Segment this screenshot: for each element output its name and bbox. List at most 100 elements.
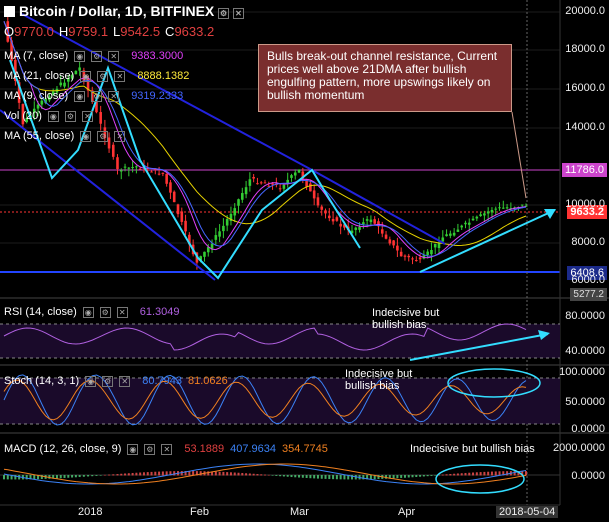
candle-body <box>161 172 165 174</box>
macd-value-2: 407.9634 <box>230 443 277 455</box>
x-label-current-date: 2018-05-04 <box>496 506 559 518</box>
macd-settings-icon[interactable]: ⚙ <box>144 443 156 455</box>
rsi-visibility-icon[interactable]: ◉ <box>82 306 94 318</box>
indicator-close-icon[interactable]: ✕ <box>114 130 126 142</box>
macd-hist-bar <box>525 471 527 476</box>
macd-hist-bar <box>472 472 475 476</box>
macd-hist-bar <box>475 472 478 476</box>
indicator-row: MA (21, close) ◉ ⚙ ✕ 8888.1382 <box>4 70 189 82</box>
macd-close-icon[interactable]: ✕ <box>161 443 173 455</box>
macd-hist-bar <box>328 475 331 480</box>
x-label-feb: Feb <box>190 506 209 518</box>
candle-body <box>123 166 127 168</box>
macd-hist-bar <box>127 473 130 476</box>
stoch-highlight-ellipse <box>447 368 541 398</box>
macd-hist-bar <box>218 471 221 476</box>
indicator-close-icon[interactable]: ✕ <box>81 110 93 122</box>
candle-body <box>475 216 479 219</box>
macd-hist-bar <box>188 471 191 476</box>
candle-body <box>225 219 229 226</box>
indicator-settings-icon[interactable]: ⚙ <box>64 110 76 122</box>
ma7-line <box>3 21 527 259</box>
candle-body <box>328 215 331 219</box>
macd-hist-bar <box>25 475 28 480</box>
indicator-visibility-icon[interactable]: ◉ <box>80 130 92 142</box>
candle-body <box>203 251 206 257</box>
candle-body <box>278 188 282 190</box>
candle-body <box>146 169 150 171</box>
macd-hist-bar <box>260 474 263 476</box>
ohlc-key: L <box>113 24 121 39</box>
rsi-settings-icon[interactable]: ⚙ <box>99 306 111 318</box>
candle-body <box>99 112 102 124</box>
candle-body <box>210 243 214 250</box>
indicator-label: Vol (20) <box>4 110 42 122</box>
trend-arrowhead <box>544 209 556 219</box>
macd-hist-bar <box>52 475 55 479</box>
indicator-close-icon[interactable]: ✕ <box>108 90 120 102</box>
macd-hist-bar <box>301 475 304 478</box>
indicator-close-icon[interactable]: ✕ <box>114 70 126 82</box>
macd-hist-bar <box>229 472 232 476</box>
macd-visibility-icon[interactable]: ◉ <box>127 443 139 455</box>
macd-axis-2000: 2000.0000 <box>553 442 605 454</box>
ohlc-key: H <box>58 24 69 39</box>
indicator-settings-icon[interactable]: ⚙ <box>97 130 109 142</box>
ohlc-key: O <box>4 24 15 39</box>
macd-hist-bar <box>139 472 142 476</box>
macd-hist-bar <box>37 475 40 480</box>
indicator-close-icon[interactable]: ✕ <box>108 50 120 62</box>
candle-body <box>95 100 98 113</box>
candle-body <box>456 229 460 232</box>
candle-body <box>388 239 392 244</box>
indicator-label: MA (9, close) <box>4 90 69 102</box>
indicator-settings-icon[interactable]: ⚙ <box>97 70 109 82</box>
candle-body <box>460 225 463 228</box>
candle-body <box>399 251 403 257</box>
stoch-settings-icon[interactable]: ⚙ <box>102 375 114 387</box>
macd-hist-bar <box>373 475 376 480</box>
candle-body <box>90 90 94 102</box>
indicator-settings-icon[interactable]: ⚙ <box>91 50 103 62</box>
symbol-icon[interactable] <box>4 6 15 17</box>
rsi-close-icon[interactable]: ✕ <box>116 306 128 318</box>
candle-body <box>259 182 263 184</box>
candle-body <box>411 258 414 260</box>
macd-hist-bar <box>252 473 255 476</box>
macd-hist-bar <box>438 474 440 476</box>
candle-body <box>464 222 467 225</box>
macd-hist-bar <box>343 475 346 480</box>
indicator-settings-icon[interactable]: ⚙ <box>91 90 103 102</box>
candle-body <box>70 75 74 79</box>
close-icon[interactable]: ✕ <box>233 8 245 19</box>
macd-hist-bar <box>29 475 32 480</box>
indicator-visibility-icon[interactable]: ◉ <box>74 50 86 62</box>
candle-body <box>293 172 297 176</box>
candle-body <box>244 187 248 195</box>
settings-icon[interactable]: ⚙ <box>218 8 230 19</box>
ohlc-value: 9770.0 <box>14 24 54 39</box>
macd-hist-bar <box>411 475 414 478</box>
macd-hist-bar <box>3 475 5 480</box>
ohlc-value: 9759.1 <box>68 24 109 39</box>
indicator-visibility-icon[interactable]: ◉ <box>47 110 59 122</box>
x-label-apr: Apr <box>398 506 416 518</box>
ohlc-readout: O9770.0 H9759.1 L9542.5 C9633.2 <box>4 24 219 39</box>
candle-body <box>25 118 28 123</box>
stoch-visibility-icon[interactable]: ◉ <box>85 375 97 387</box>
indicator-visibility-icon[interactable]: ◉ <box>74 90 86 102</box>
candle-body <box>494 208 498 210</box>
stoch-close-icon[interactable]: ✕ <box>119 375 131 387</box>
macd-hist-bar <box>282 475 285 477</box>
candle-body <box>350 230 354 234</box>
macd-hist-bar <box>434 475 437 476</box>
rsi-axis-80: 80.0000 <box>565 310 605 322</box>
rsi-annotation: Indecisive but bullish bias <box>372 307 440 331</box>
macd-hist-bar <box>362 475 365 480</box>
macd-hist-bar <box>392 475 395 479</box>
macd-hist-bar <box>490 471 493 476</box>
macd-hist-bar <box>95 475 98 476</box>
indicator-label: MA (7, close) <box>4 50 69 62</box>
macd-hist-bar <box>415 475 418 478</box>
indicator-visibility-icon[interactable]: ◉ <box>80 70 92 82</box>
